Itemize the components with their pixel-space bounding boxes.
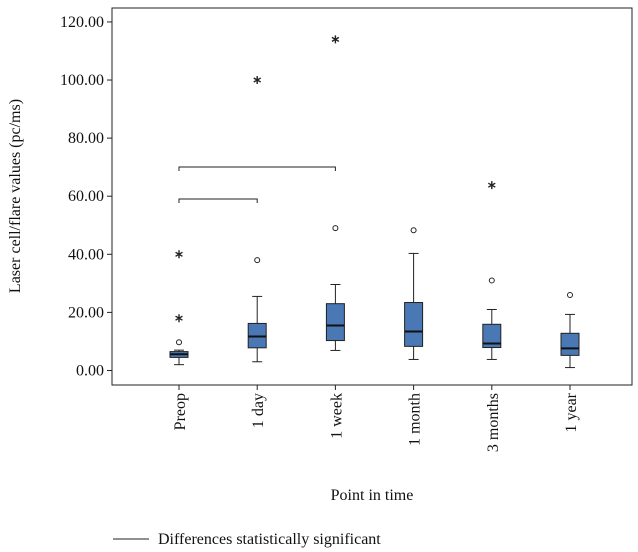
extreme xyxy=(487,181,496,190)
x-tick-label: 1 month xyxy=(407,393,424,446)
extreme xyxy=(175,314,183,323)
x-tick-label: Preop xyxy=(172,393,189,430)
y-tick-label: 40.00 xyxy=(68,246,104,263)
outlier xyxy=(567,291,573,298)
x-axis-label: Point in time xyxy=(331,487,414,504)
x-tick-label: 1 day xyxy=(250,393,267,428)
outlier xyxy=(176,339,182,346)
box xyxy=(560,332,580,356)
legend-text: Differences statistically significant xyxy=(158,531,381,548)
y-tick-label: 0.00 xyxy=(76,362,104,379)
outlier xyxy=(410,227,417,234)
y-tick-label: 60.00 xyxy=(68,188,104,205)
y-tick-label: 20.00 xyxy=(68,304,104,321)
significance-bracket xyxy=(178,166,336,171)
y-tick-label: 80.00 xyxy=(68,130,104,147)
x-tick-label: 1 week xyxy=(328,393,345,439)
outlier xyxy=(488,277,495,284)
extreme xyxy=(175,250,183,259)
box xyxy=(404,302,424,347)
box xyxy=(482,323,502,349)
x-tick-label: 1 year xyxy=(563,392,580,432)
extreme xyxy=(253,76,262,85)
x-tick-label: 3 months xyxy=(485,393,502,452)
outlier xyxy=(254,257,261,264)
significance-bracket xyxy=(178,198,258,203)
plot-frame xyxy=(111,7,633,386)
outlier xyxy=(332,225,339,232)
y-tick-label: 120.00 xyxy=(60,14,104,31)
y-axis-label: Laser cell/flare values (pc/ms) xyxy=(7,99,24,293)
box xyxy=(325,303,345,342)
y-tick-label: 100.00 xyxy=(60,72,104,89)
extreme xyxy=(331,35,340,44)
